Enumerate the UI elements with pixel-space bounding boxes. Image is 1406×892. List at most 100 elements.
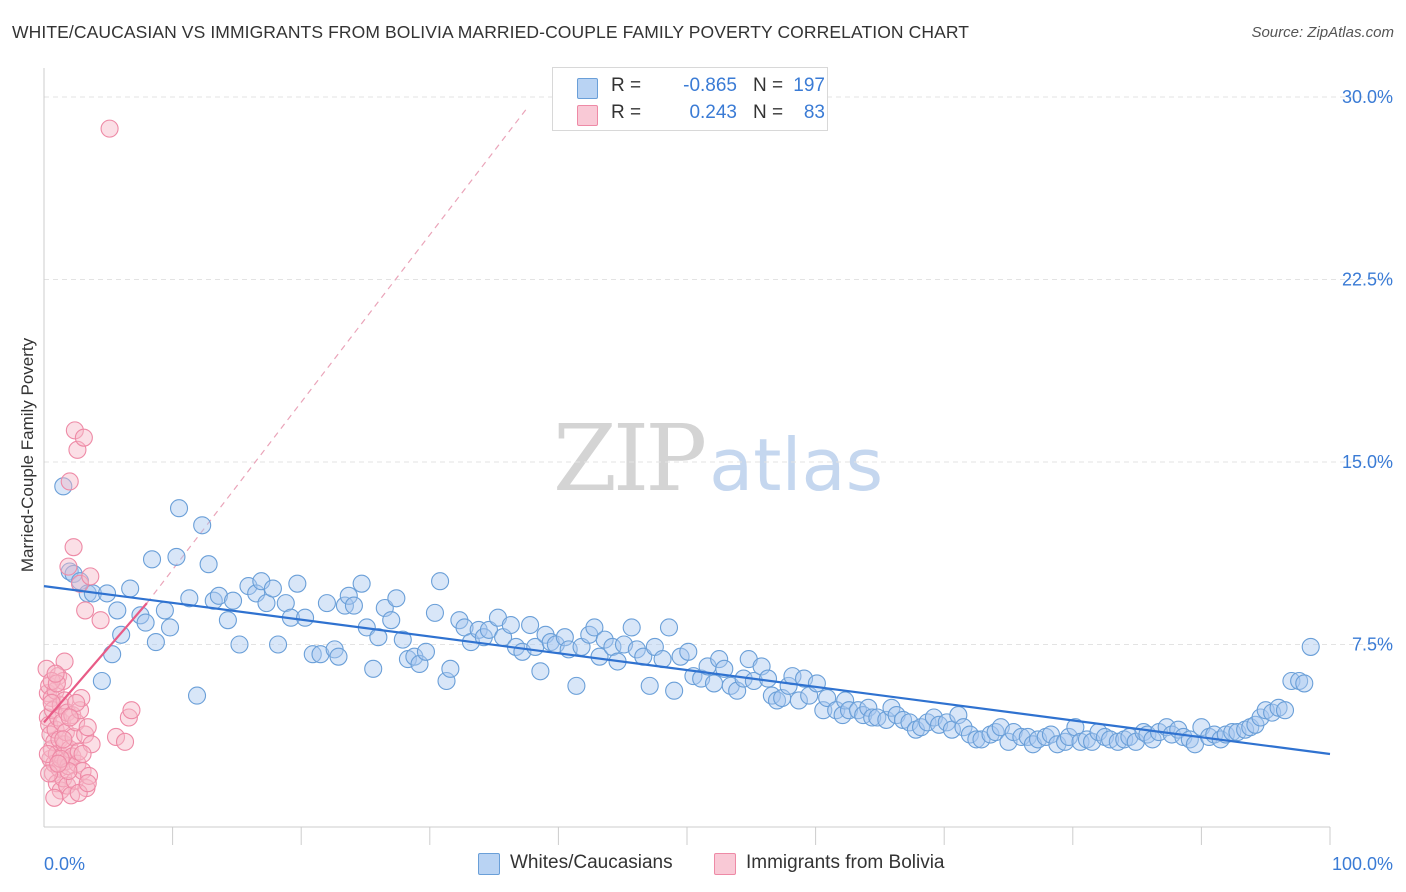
point-whites <box>352 574 371 593</box>
point-bolivia <box>69 783 88 802</box>
grid-lines <box>44 96 1392 645</box>
point-bolivia <box>59 557 78 576</box>
point-whites <box>199 555 218 574</box>
point-whites <box>521 615 540 635</box>
point-whites <box>972 730 991 749</box>
point-whites <box>659 618 679 637</box>
point-whites <box>863 708 882 727</box>
point-whites <box>155 601 174 620</box>
point-whites <box>595 630 614 649</box>
point-bolivia <box>47 674 66 693</box>
y-axis-label: Married-Couple Family Poverty <box>18 337 37 573</box>
point-whites <box>715 659 734 678</box>
point-bolivia <box>119 708 138 727</box>
watermark-zip: ZIP <box>553 405 707 512</box>
y-tick-label: 7.5% <box>1352 635 1393 655</box>
point-bolivia <box>76 601 95 620</box>
point-whites <box>479 620 499 639</box>
point-whites <box>967 730 986 749</box>
point-bolivia <box>55 652 74 671</box>
point-whites <box>531 662 550 681</box>
point-whites <box>317 594 336 613</box>
point-whites <box>230 635 249 654</box>
y-tick-label: 22.5% <box>1342 270 1393 290</box>
point-whites <box>1301 637 1320 656</box>
legend-r-label: R = <box>611 75 642 96</box>
legend-n-label: N = <box>753 75 784 96</box>
point-bolivia <box>76 725 95 744</box>
point-bolivia <box>51 749 70 768</box>
trend-line-bolivia <box>43 602 148 724</box>
legend-r-value: 0.243 <box>689 102 737 123</box>
point-bolivia <box>81 567 100 586</box>
point-bolivia <box>40 764 59 783</box>
point-whites <box>218 611 237 630</box>
point-bolivia <box>91 611 110 630</box>
point-whites <box>437 671 456 691</box>
point-whites <box>167 547 186 566</box>
point-bolivia <box>78 718 97 737</box>
point-whites <box>288 574 307 593</box>
point-whites <box>789 691 808 710</box>
trend-line-bolivia-extension <box>146 108 527 604</box>
point-whites <box>209 586 228 605</box>
point-bolivia <box>73 744 92 764</box>
point-whites <box>836 691 855 710</box>
point-bolivia <box>54 730 73 749</box>
legend-r-label: R = <box>611 102 642 123</box>
legend-n-value: 197 <box>793 75 825 96</box>
point-bolivia <box>65 421 84 440</box>
point-whites <box>1275 701 1295 720</box>
point-bolivia <box>115 732 135 751</box>
x-tick-label: 100.0% <box>1332 854 1393 874</box>
point-whites <box>364 659 383 678</box>
point-whites <box>585 618 604 637</box>
source-label: Source: ZipAtlas.com <box>1251 24 1394 41</box>
watermark-atlas: atlas <box>709 423 884 507</box>
point-bolivia <box>78 774 97 793</box>
point-whites <box>329 647 348 666</box>
point-whites <box>169 499 189 518</box>
point-whites <box>339 586 358 605</box>
point-whites <box>103 645 122 664</box>
point-whites <box>142 550 162 569</box>
point-whites <box>121 579 140 598</box>
point-whites <box>393 630 412 649</box>
point-bolivia <box>106 727 126 747</box>
y-tick-labels: 7.5% 15.0% 22.5% 30.0% <box>1342 87 1393 655</box>
legend-r-value: -0.865 <box>683 75 737 96</box>
point-bolivia <box>74 428 93 447</box>
trend-extension <box>146 108 527 604</box>
point-whites <box>665 681 684 700</box>
point-whites <box>303 645 322 664</box>
watermark: ZIPatlas <box>553 405 883 512</box>
point-whites <box>758 669 778 688</box>
chart-title: WHITE/CAUCASIAN VS IMMIGRANTS FROM BOLIV… <box>12 22 970 42</box>
point-whites <box>954 718 973 737</box>
stats-legend: R = -0.865 N = 197 R = 0.243 N = 83 <box>552 67 828 131</box>
point-whites <box>136 613 155 632</box>
bottom-legend-label-whites: Whites/Caucasians <box>510 852 673 873</box>
point-whites <box>501 615 520 635</box>
point-whites <box>108 601 127 620</box>
point-whites <box>431 572 450 591</box>
point-whites <box>180 589 199 608</box>
point-bolivia <box>122 701 141 720</box>
point-bolivia <box>60 472 79 491</box>
x-tick-labels: 0.0% 100.0% <box>44 854 1393 874</box>
point-whites <box>1295 674 1314 693</box>
y-tick-label: 15.0% <box>1342 452 1393 472</box>
point-bolivia <box>60 708 79 727</box>
point-whites <box>640 676 659 695</box>
series-bolivia-points <box>37 119 141 807</box>
point-bolivia <box>70 574 90 593</box>
point-whites <box>859 698 878 717</box>
point-bolivia <box>82 735 101 754</box>
y-tick-label: 30.0% <box>1342 87 1393 107</box>
point-bolivia <box>42 693 61 712</box>
point-whites <box>986 723 1005 742</box>
point-bolivia <box>72 688 91 708</box>
point-whites <box>622 618 641 637</box>
point-whites <box>744 671 763 691</box>
point-whites <box>814 701 833 720</box>
